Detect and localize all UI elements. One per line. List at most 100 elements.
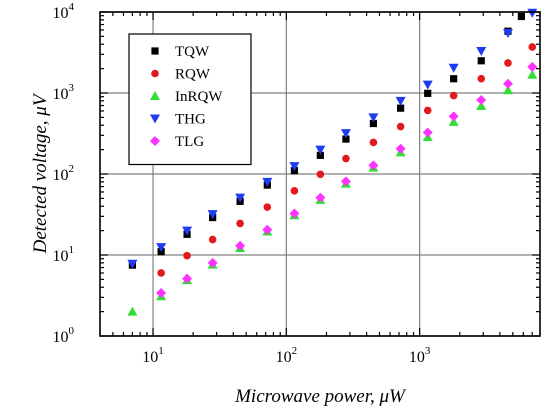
data-point-tlg <box>448 111 459 122</box>
legend-marker-rqw <box>151 69 159 78</box>
data-point-inrqw <box>476 101 487 111</box>
data-point-rqw <box>290 187 299 195</box>
data-point-tqw <box>450 75 458 83</box>
data-point-rqw <box>369 138 378 147</box>
y-tick-label-base: 10 <box>53 5 69 22</box>
legend-label-inrqw: InRQW <box>175 89 223 105</box>
data-point-rqw <box>396 122 405 131</box>
data-point-thg <box>340 129 351 139</box>
y-tick-label: 101 <box>53 244 75 265</box>
data-point-tlg <box>207 257 218 268</box>
data-point-tqw <box>342 135 350 143</box>
data-point-rqw <box>263 203 272 211</box>
data-point-thg <box>182 226 193 236</box>
data-point-tlg <box>476 94 487 105</box>
data-point-thg <box>315 145 326 155</box>
x-tick-label-base: 10 <box>142 349 158 366</box>
legend-box <box>128 33 252 166</box>
data-point-inrqw <box>502 85 513 95</box>
legend-label-thg: THG <box>175 112 206 128</box>
x-tick-label-exponent: 2 <box>292 345 298 357</box>
data-point-tqw <box>397 104 405 112</box>
data-point-tlg <box>315 192 326 203</box>
x-tick-label-exponent: 3 <box>425 345 431 357</box>
x-tick-label: 102 <box>276 345 298 366</box>
data-point-tqw <box>424 89 432 97</box>
x-tick-label: 101 <box>142 345 164 366</box>
legend: TQW RQW InRQW THG TLG <box>128 33 252 166</box>
legend-label-rqw: RQW <box>175 67 211 83</box>
legend-marker-tlg <box>150 136 160 146</box>
data-point-thg <box>156 243 167 253</box>
data-point-inrqw <box>448 116 459 126</box>
data-point-thg <box>395 96 406 106</box>
data-point-rqw <box>423 106 432 115</box>
y-tick-label-exponent: 3 <box>69 82 75 94</box>
data-point-tlg <box>289 208 300 219</box>
y-tick-label-exponent: 4 <box>69 1 75 13</box>
data-point-rqw <box>528 43 537 51</box>
data-point-tlg <box>182 273 193 284</box>
data-point-rqw <box>316 170 325 179</box>
x-tick-label: 103 <box>409 345 431 366</box>
data-point-rqw <box>477 74 486 83</box>
y-tick-label-exponent: 2 <box>69 163 75 175</box>
data-point-thg <box>262 177 273 187</box>
data-point-rqw <box>342 154 350 163</box>
plot-frame <box>99 11 541 337</box>
x-tick-label-base: 10 <box>276 349 292 366</box>
data-point-tqw <box>477 57 485 65</box>
data-point-tqw <box>517 12 525 21</box>
data-point-thg <box>207 210 218 220</box>
data-point-inrqw <box>527 69 538 79</box>
data-point-rqw <box>449 91 458 100</box>
x-tick-label-base: 10 <box>409 349 425 366</box>
data-point-tqw <box>369 119 378 128</box>
data-point-rqw <box>236 219 244 228</box>
data-point-thg <box>422 80 433 90</box>
y-axis-label: Detected voltage, μV <box>30 92 51 254</box>
y-tick-label-base: 10 <box>53 86 69 103</box>
data-point-rqw <box>504 59 512 67</box>
x-axis-ticks: 101 102 103 <box>142 345 431 366</box>
y-tick-label-base: 10 <box>53 248 69 265</box>
data-point-thg <box>235 193 246 203</box>
legend-marker-inrqw <box>150 91 160 100</box>
data-point-thg <box>127 259 138 269</box>
data-point-tlg <box>262 224 273 235</box>
x-tick-label-exponent: 1 <box>158 345 164 357</box>
data-point-thg <box>289 162 300 172</box>
data-point-thg <box>476 47 487 57</box>
data-point-tlg <box>235 240 246 251</box>
data-point-tlg <box>368 160 379 171</box>
data-point-tlg <box>340 176 351 187</box>
data-point-thg <box>527 8 538 18</box>
data-point-tlg <box>502 78 513 89</box>
y-tick-label-base: 10 <box>53 329 69 346</box>
data-point-tlg <box>156 287 167 298</box>
data-point-rqw <box>157 269 165 277</box>
data-markers <box>127 8 538 316</box>
data-point-thg <box>502 29 513 39</box>
y-tick-label-exponent: 1 <box>69 244 75 256</box>
y-tick-label: 104 <box>53 1 75 22</box>
data-point-rqw <box>208 235 217 244</box>
y-tick-label-exponent: 0 <box>69 325 75 337</box>
data-point-inrqw <box>127 306 138 316</box>
legend-label-tqw: TQW <box>175 44 210 60</box>
data-point-tlg <box>422 127 433 138</box>
data-point-tqw <box>316 151 324 159</box>
x-axis-label: Microwave power, μW <box>234 386 407 407</box>
data-point-thg <box>368 113 379 123</box>
data-point-tlg <box>395 143 406 154</box>
legend-marker-thg <box>150 114 160 124</box>
data-point-rqw <box>183 251 191 260</box>
data-point-tlg <box>527 61 538 72</box>
legend-label-tlg: TLG <box>175 134 204 150</box>
y-tick-label-base: 10 <box>53 167 69 184</box>
legend-marker-tqw <box>151 47 159 55</box>
y-tick-label: 102 <box>53 163 75 184</box>
data-point-thg <box>448 63 459 73</box>
